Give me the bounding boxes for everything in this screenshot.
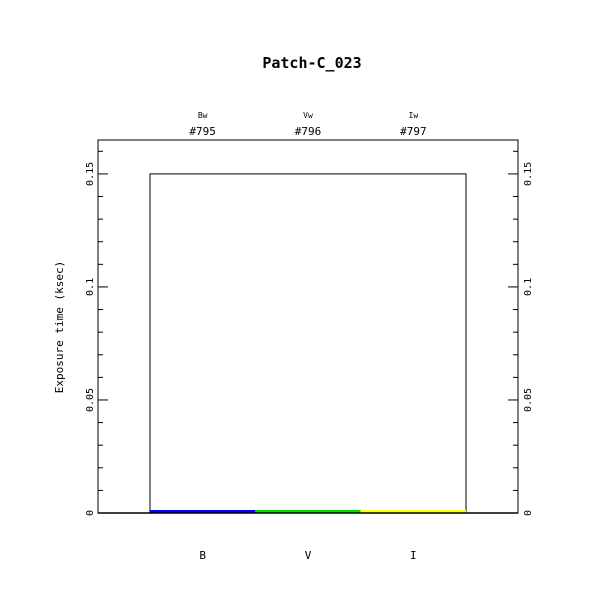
total-outline xyxy=(149,173,467,514)
y-tick-label-right: 0 xyxy=(523,510,534,516)
y-tick-label-right: 0.15 xyxy=(523,162,534,186)
exposure-id-label: #797 xyxy=(400,125,427,138)
y-axis-label: Exposure time (ksec) xyxy=(53,261,66,393)
x-category-label: V xyxy=(305,549,312,562)
filter-label: Bw xyxy=(198,111,208,120)
filter-label: Iw xyxy=(409,111,419,120)
plot-frame xyxy=(97,139,519,514)
y-tick-label-left: 0.1 xyxy=(85,278,96,296)
bar-V xyxy=(255,510,361,513)
filter-label: Vw xyxy=(303,111,313,120)
bar-B xyxy=(150,510,256,513)
y-tick-label-right: 0.05 xyxy=(523,388,534,412)
exposure-id-label: #796 xyxy=(295,125,322,138)
exposure-id-label: #795 xyxy=(189,125,216,138)
bar-I xyxy=(360,510,466,513)
y-tick-label-left: 0.05 xyxy=(85,388,96,412)
y-tick-label-left: 0.15 xyxy=(85,162,96,186)
x-category-label: B xyxy=(199,549,206,562)
y-tick-label-right: 0.1 xyxy=(523,278,534,296)
x-category-label: I xyxy=(410,549,417,562)
y-tick-label-left: 0 xyxy=(85,510,96,516)
chart-title: Patch-C_023 xyxy=(262,54,361,72)
